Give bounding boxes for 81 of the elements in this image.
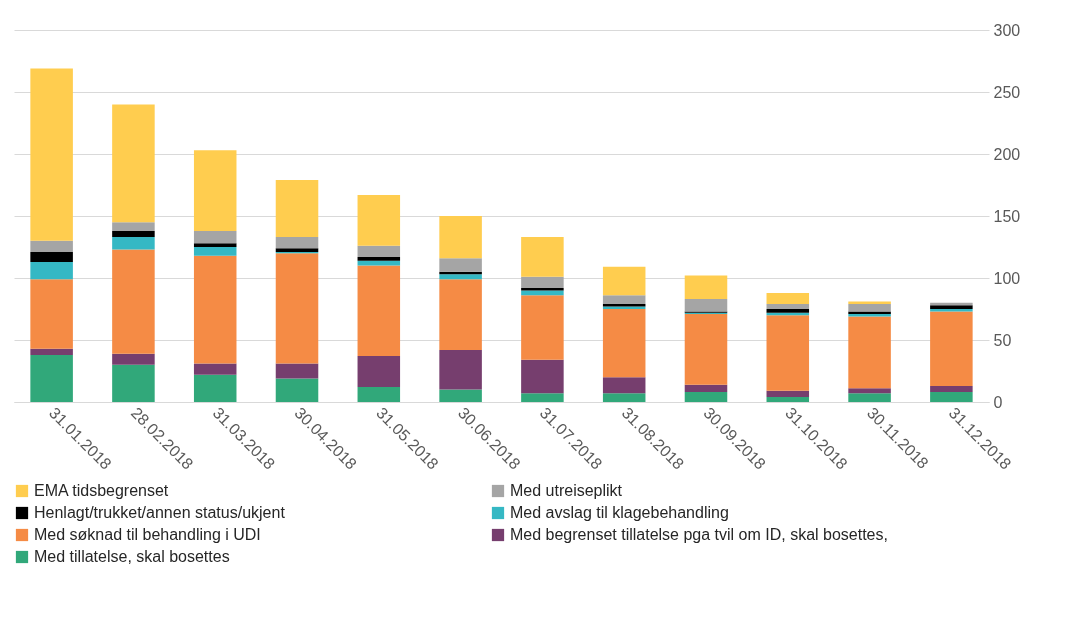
legend-label: Med utreiseplikt (510, 482, 623, 499)
bar (602, 393, 646, 402)
bar (30, 348, 73, 355)
bar (275, 237, 319, 249)
bar (439, 274, 482, 280)
legend-label: Med tillatelse, skal bosettes (34, 548, 230, 565)
y-tick-label: 50 (993, 331, 1012, 349)
bar (684, 299, 728, 312)
bar (766, 304, 810, 309)
bar (848, 304, 891, 312)
legend-label: EMA tidsbegrenset (34, 482, 169, 499)
bar (521, 359, 564, 394)
bar (521, 290, 564, 296)
bar (357, 265, 401, 357)
bar (193, 374, 237, 402)
bar (439, 279, 482, 350)
bar (684, 313, 728, 385)
y-tick-label: 150 (993, 207, 1021, 225)
bar (684, 384, 728, 393)
legend-label: Med avslag til klagebehandling (510, 504, 729, 521)
bar (521, 295, 564, 360)
bar (30, 354, 73, 402)
y-tick-label: 250 (993, 83, 1021, 101)
legend-label: Henlagt/trukket/annen status/ukjent (34, 504, 286, 521)
bar (766, 390, 810, 398)
bar (602, 309, 646, 378)
bar (30, 68, 73, 241)
bar (112, 222, 155, 231)
bar (439, 216, 482, 259)
bar (439, 389, 482, 402)
bar (602, 266, 646, 296)
bar (684, 392, 728, 402)
bar (112, 230, 155, 238)
bar (848, 388, 891, 394)
bar (439, 258, 482, 272)
bar (275, 253, 319, 364)
bar (357, 194, 401, 246)
bar (30, 251, 73, 262)
bar (521, 393, 564, 402)
bar (357, 387, 401, 402)
bar (193, 230, 237, 244)
bar (766, 397, 810, 402)
bar (275, 378, 319, 402)
bar (521, 276, 564, 288)
bar (112, 364, 155, 402)
bar (766, 315, 810, 391)
legend-label: Med begrenset tillatelse pga tvil om ID, skal bosettes, (510, 526, 888, 543)
bar (602, 295, 646, 305)
bar (275, 180, 319, 238)
bar (357, 256, 401, 261)
bar (112, 237, 155, 250)
bar (193, 363, 237, 375)
bar (193, 247, 237, 256)
y-tick-label: 0 (993, 393, 1003, 411)
bar (766, 292, 810, 305)
y-tick-label: 100 (993, 269, 1021, 287)
bar (193, 150, 237, 231)
bar (848, 316, 891, 389)
y-tick-label: 200 (993, 145, 1021, 163)
bar (357, 356, 401, 388)
bar (30, 279, 73, 349)
bar (193, 255, 237, 364)
bar (357, 260, 401, 266)
bar (930, 311, 973, 386)
bar (684, 275, 728, 300)
bar (357, 245, 401, 257)
bar (521, 237, 564, 277)
bar (30, 240, 73, 252)
bar (602, 377, 646, 394)
bar (112, 104, 155, 223)
bar (848, 393, 891, 402)
bar (275, 363, 319, 379)
bar (30, 261, 73, 280)
bar (930, 385, 973, 393)
bar (439, 349, 482, 390)
legend-label: Med søknad til behandling i UDI (34, 526, 261, 543)
bar (112, 353, 155, 365)
y-tick-label: 300 (993, 21, 1021, 39)
bar (930, 392, 973, 402)
bar (193, 243, 237, 247)
bar (112, 249, 155, 354)
